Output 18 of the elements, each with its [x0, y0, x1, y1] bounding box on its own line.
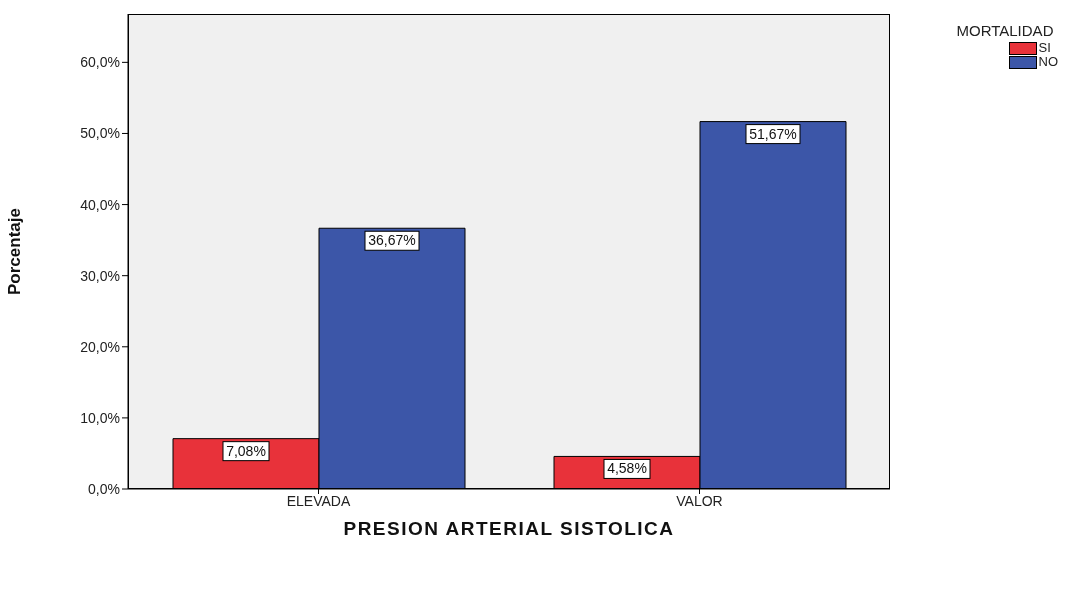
x-tick-label: VALOR — [676, 492, 723, 509]
data-label: 4,58% — [607, 460, 647, 477]
data-label: 36,67% — [368, 232, 416, 249]
legend-label: NO — [1038, 54, 1058, 69]
x-axis-title: PRESION ARTERIAL SISTOLICA — [343, 518, 675, 539]
y-tick-label: 40,0% — [80, 196, 120, 213]
legend-title: MORTALIDAD — [956, 22, 1055, 39]
x-tick-label: ELEVADA — [286, 492, 351, 509]
y-tick-label: 20,0% — [80, 338, 120, 355]
legend-label: SI — [1038, 40, 1051, 55]
data-label: 51,67% — [749, 125, 797, 142]
y-axis-title: Porcentaje — [5, 208, 25, 295]
y-tick-label: 10,0% — [80, 409, 120, 426]
y-tick-label: 30,0% — [80, 267, 120, 284]
y-tick-label: 0,0% — [88, 480, 120, 497]
data-label: 7,08% — [226, 442, 266, 459]
y-tick-label: 60,0% — [80, 54, 120, 71]
y-tick-label: 50,0% — [80, 125, 120, 142]
